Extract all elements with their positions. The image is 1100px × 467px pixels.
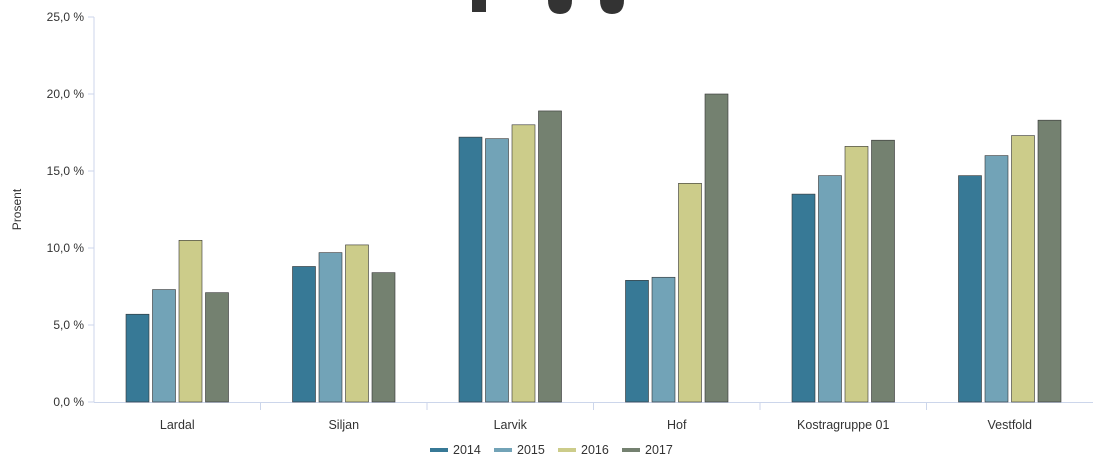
chart-title-fragment xyxy=(472,0,624,14)
x-tick-label: Siljan xyxy=(328,418,359,432)
bar-2016-siljan[interactable] xyxy=(345,244,369,403)
legend-label: 2017 xyxy=(645,443,673,457)
bar-2017-lardal[interactable] xyxy=(205,292,229,403)
bar-2014-vestfold[interactable] xyxy=(958,175,982,403)
bar-2017-siljan[interactable] xyxy=(371,272,396,403)
legend-label: 2016 xyxy=(581,443,609,457)
bar-2014-larvik[interactable] xyxy=(458,136,483,403)
bar-2016-larvik[interactable] xyxy=(511,124,536,403)
bar-2017-larvik[interactable] xyxy=(538,110,562,403)
y-axis-title: Prosent xyxy=(10,188,24,230)
bar-2017-hof[interactable] xyxy=(704,93,729,403)
bar-2014-kostragruppe-01[interactable] xyxy=(791,193,816,403)
bar-2017-vestfold[interactable] xyxy=(1037,119,1062,403)
bars-layer xyxy=(125,93,1062,403)
y-tick-label: 10,0 % xyxy=(47,241,85,255)
legend-item-2015[interactable]: 2015 xyxy=(494,443,545,457)
x-tick-label: Lardal xyxy=(160,418,195,432)
x-tick-label: Hof xyxy=(667,418,687,432)
x-tick-label: Vestfold xyxy=(988,418,1033,432)
bar-2015-siljan[interactable] xyxy=(318,252,343,403)
bar-2016-kostragruppe-01[interactable] xyxy=(844,146,869,403)
bar-2016-hof[interactable] xyxy=(678,183,702,403)
bar-2015-hof[interactable] xyxy=(651,276,676,403)
y-tick-label: 15,0 % xyxy=(47,164,85,178)
bar-2016-vestfold[interactable] xyxy=(1011,135,1035,403)
legend-item-2014[interactable]: 2014 xyxy=(430,443,481,457)
y-tick-label: 0,0 % xyxy=(53,395,84,409)
legend-item-2016[interactable]: 2016 xyxy=(558,443,609,457)
legend-label: 2015 xyxy=(517,443,545,457)
y-tick-label: 20,0 % xyxy=(47,87,85,101)
bar-2017-kostragruppe-01[interactable] xyxy=(871,139,895,403)
bar-2015-larvik[interactable] xyxy=(485,138,509,403)
bar-2014-lardal[interactable] xyxy=(125,313,150,403)
legend-item-2017[interactable]: 2017 xyxy=(622,443,673,457)
bar-2014-hof[interactable] xyxy=(625,280,649,403)
x-tick-label: Kostragruppe 01 xyxy=(797,418,889,432)
bar-2015-vestfold[interactable] xyxy=(984,155,1009,403)
x-tick-label: Larvik xyxy=(494,418,528,432)
legend: 2014 2015 2016 2017 xyxy=(430,443,673,457)
legend-label: 2014 xyxy=(453,443,481,457)
y-tick-label: 25,0 % xyxy=(47,10,85,24)
bar-2016-lardal[interactable] xyxy=(178,240,203,403)
bar-2015-kostragruppe-01[interactable] xyxy=(818,175,842,403)
bar-2014-siljan[interactable] xyxy=(292,266,316,403)
labels-layer: 0,0 % 5,0 % 10,0 % 15,0 % 20,0 % 25,0 % Prosen… xyxy=(10,10,1032,432)
y-tick-label: 5,0 % xyxy=(53,318,84,332)
axes xyxy=(88,16,1093,410)
bar-2015-lardal[interactable] xyxy=(152,289,176,403)
